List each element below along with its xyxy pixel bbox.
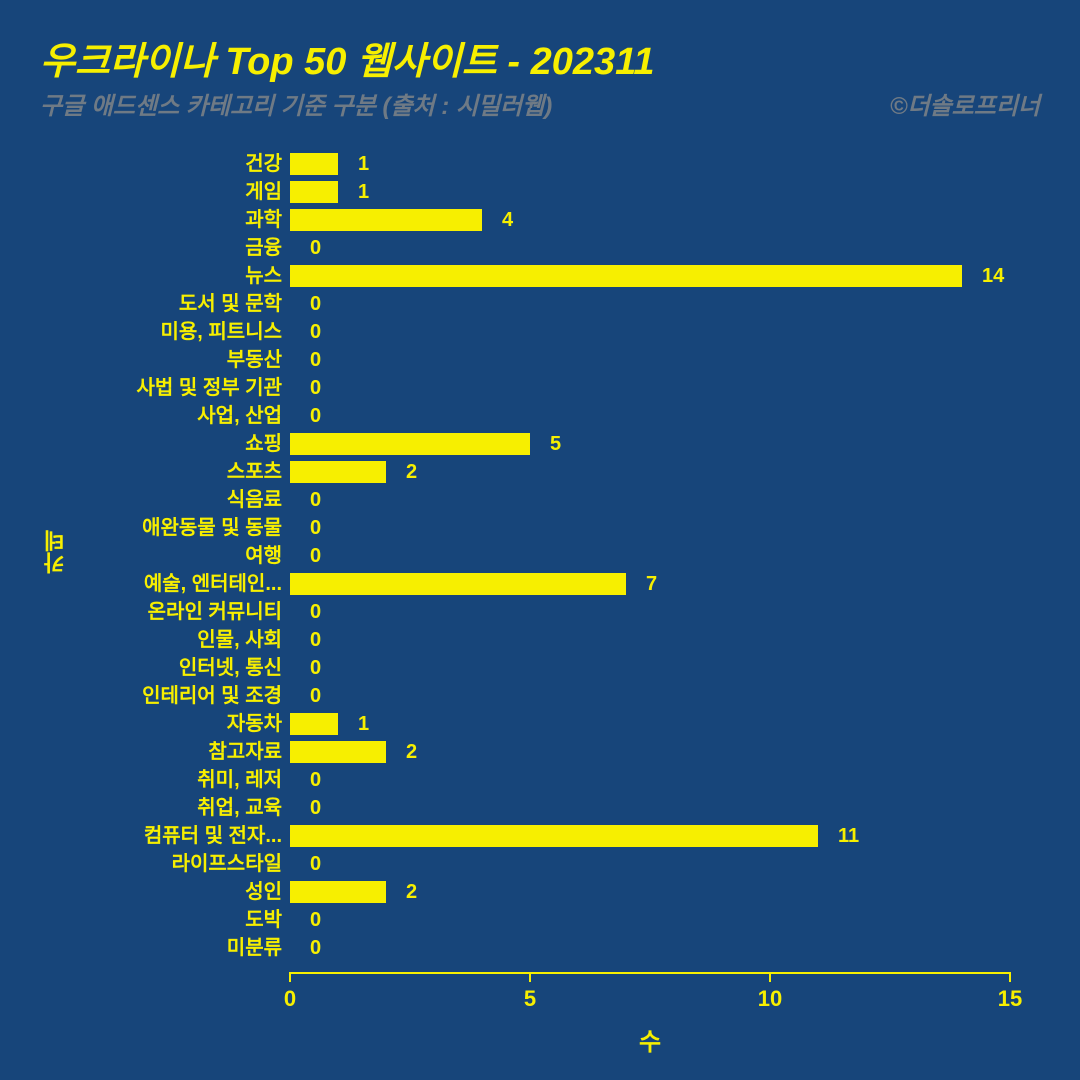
category-label: 금융	[10, 237, 282, 259]
category-label: 미용, 피트니스	[10, 321, 282, 343]
category-label: 사업, 산업	[10, 405, 282, 427]
value-label: 0	[310, 598, 321, 626]
category-label: 라이프스타일	[10, 853, 282, 875]
x-axis-line	[290, 972, 1010, 974]
x-tick	[1009, 972, 1011, 982]
category-label: 취미, 레저	[10, 769, 282, 791]
category-label: 건강	[10, 153, 282, 175]
value-label: 0	[310, 346, 321, 374]
value-label: 0	[310, 766, 321, 794]
bar	[290, 153, 338, 175]
category-label: 부동산	[10, 349, 282, 371]
value-label: 7	[646, 570, 657, 598]
category-label: 인터넷, 통신	[10, 657, 282, 679]
category-label: 도박	[10, 909, 282, 931]
bar	[290, 881, 386, 903]
value-label: 1	[358, 150, 369, 178]
bar	[290, 461, 386, 483]
value-label: 2	[406, 878, 417, 906]
bar	[290, 741, 386, 763]
x-axis-label: 수	[639, 1022, 661, 1057]
value-label: 1	[358, 710, 369, 738]
bar	[290, 573, 626, 595]
value-label: 0	[310, 682, 321, 710]
x-tick-label: 0	[284, 986, 296, 1012]
value-label: 0	[310, 402, 321, 430]
category-label: 인테리어 및 조경	[10, 685, 282, 707]
chart-subtitle: 구글 애드센스 카테고리 기준 구분 (출처 : 시밀러웹)	[40, 86, 552, 121]
category-label: 과학	[10, 209, 282, 231]
value-label: 0	[310, 486, 321, 514]
bar	[290, 433, 530, 455]
x-tick	[769, 972, 771, 982]
x-tick-label: 10	[758, 986, 782, 1012]
value-label: 0	[310, 542, 321, 570]
category-label: 참고자료	[10, 741, 282, 763]
value-label: 0	[310, 374, 321, 402]
value-label: 0	[310, 934, 321, 962]
chart-canvas: 우크라이나 Top 50 웹사이트 - 202311 구글 애드센스 카테고리 …	[0, 0, 1080, 1080]
chart-credit: ©더솔로프리너	[890, 86, 1040, 121]
category-label: 식음료	[10, 489, 282, 511]
x-tick	[529, 972, 531, 982]
value-label: 14	[982, 262, 1004, 290]
value-label: 1	[358, 178, 369, 206]
value-label: 0	[310, 514, 321, 542]
value-label: 2	[406, 738, 417, 766]
category-label: 미분류	[10, 937, 282, 959]
value-label: 11	[838, 822, 859, 850]
value-label: 2	[406, 458, 417, 486]
category-label: 쇼핑	[10, 433, 282, 455]
value-label: 0	[310, 318, 321, 346]
category-label: 온라인 커뮤니티	[10, 601, 282, 623]
category-label: 사법 및 정부 기관	[10, 377, 282, 399]
value-label: 0	[310, 290, 321, 318]
chart-title: 우크라이나 Top 50 웹사이트 - 202311	[40, 30, 655, 85]
x-tick-label: 15	[998, 986, 1022, 1012]
category-label: 여행	[10, 545, 282, 567]
category-label: 도서 및 문학	[10, 293, 282, 315]
value-label: 0	[310, 850, 321, 878]
category-label: 자동차	[10, 713, 282, 735]
bar	[290, 265, 962, 287]
category-label: 게임	[10, 181, 282, 203]
category-label: 컴퓨터 및 전자...	[10, 825, 282, 847]
value-label: 0	[310, 654, 321, 682]
category-label: 인물, 사회	[10, 629, 282, 651]
value-label: 0	[310, 794, 321, 822]
category-label: 예술, 엔터테인...	[10, 573, 282, 595]
bar	[290, 825, 818, 847]
bar	[290, 713, 338, 735]
value-label: 5	[550, 430, 561, 458]
value-label: 0	[310, 906, 321, 934]
plot-area: 건강1게임1과학4금융0뉴스14도서 및 문학0미용, 피트니스0부동산0사법 …	[290, 150, 1020, 970]
value-label: 0	[310, 234, 321, 262]
category-label: 뉴스	[10, 265, 282, 287]
x-tick	[289, 972, 291, 982]
value-label: 0	[310, 626, 321, 654]
bar	[290, 209, 482, 231]
category-label: 성인	[10, 881, 282, 903]
category-label: 애완동물 및 동물	[10, 517, 282, 539]
value-label: 4	[502, 206, 513, 234]
x-tick-label: 5	[524, 986, 536, 1012]
category-label: 취업, 교육	[10, 797, 282, 819]
bar	[290, 181, 338, 203]
category-label: 스포츠	[10, 461, 282, 483]
